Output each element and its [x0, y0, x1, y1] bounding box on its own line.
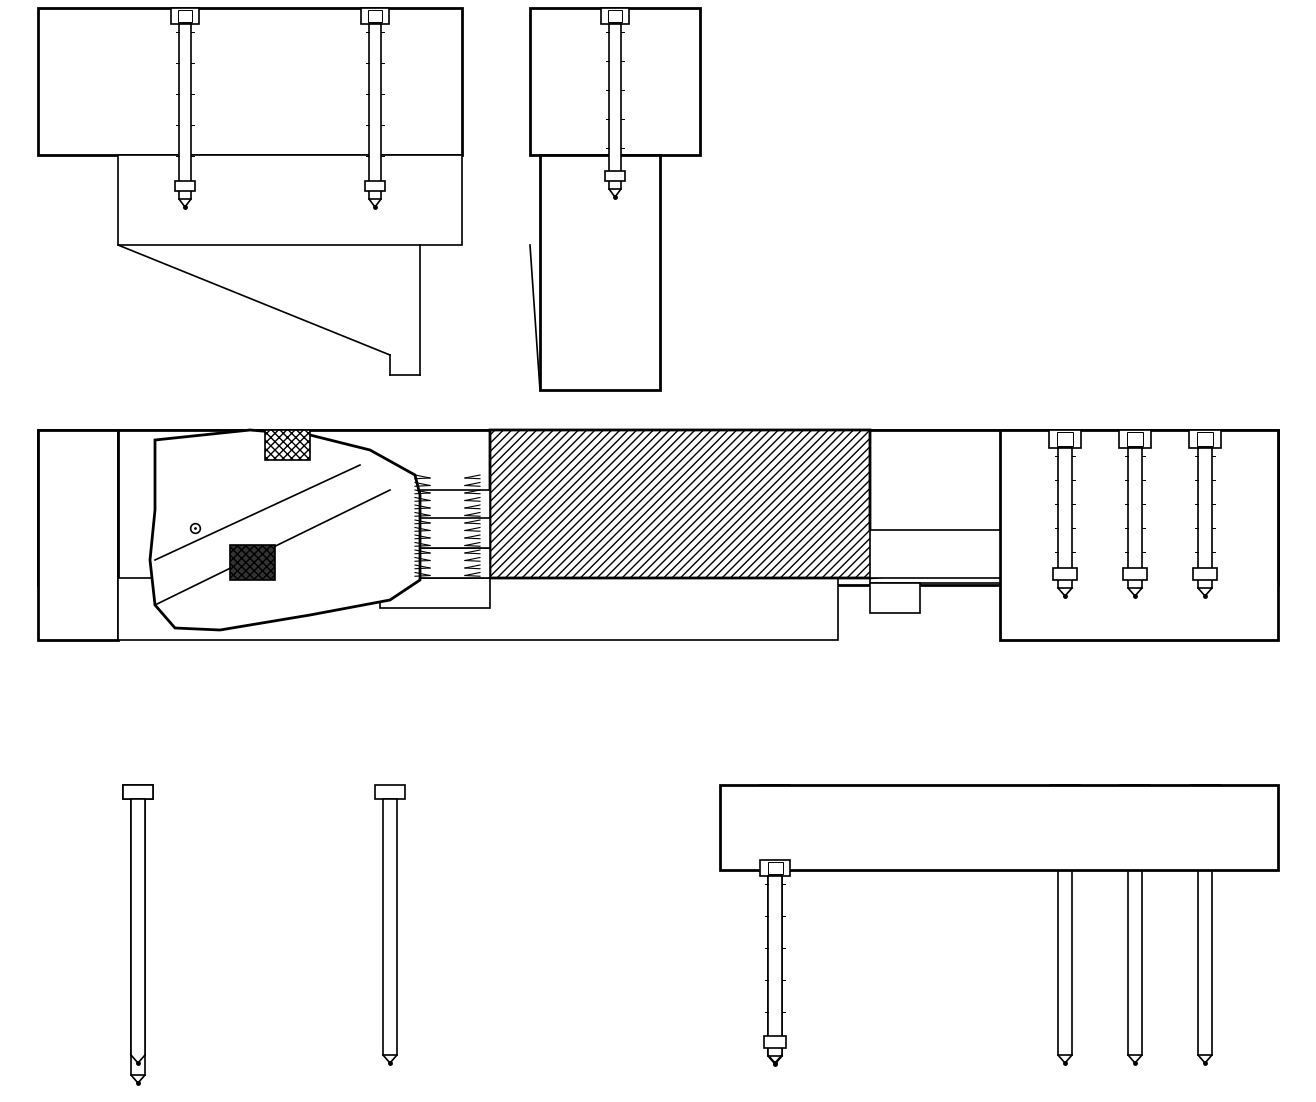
Bar: [1058, 799, 1073, 1055]
Bar: [1000, 430, 1278, 640]
Bar: [118, 579, 838, 640]
Bar: [171, 8, 199, 24]
Bar: [1049, 430, 1080, 449]
Bar: [1198, 449, 1212, 588]
Bar: [769, 876, 782, 1056]
Polygon shape: [265, 430, 311, 460]
Bar: [1053, 568, 1076, 580]
Bar: [769, 799, 782, 1055]
Bar: [1050, 785, 1080, 799]
Bar: [608, 10, 622, 22]
Bar: [383, 799, 397, 1055]
Bar: [38, 430, 1278, 585]
Polygon shape: [230, 545, 275, 580]
Bar: [361, 8, 390, 24]
Bar: [530, 8, 700, 155]
Bar: [1188, 430, 1221, 449]
Bar: [38, 8, 462, 155]
Bar: [1119, 430, 1152, 449]
Bar: [540, 155, 661, 390]
Bar: [122, 785, 153, 799]
Bar: [368, 24, 382, 199]
Bar: [1120, 785, 1150, 799]
Bar: [179, 24, 191, 199]
Bar: [375, 785, 405, 799]
Bar: [380, 548, 490, 579]
Bar: [175, 181, 195, 191]
Bar: [1123, 568, 1148, 580]
Bar: [1126, 432, 1144, 446]
Bar: [38, 430, 118, 640]
Bar: [761, 785, 790, 799]
Bar: [1057, 432, 1073, 446]
Bar: [601, 8, 629, 24]
Bar: [1198, 799, 1212, 1055]
Bar: [609, 24, 621, 190]
Bar: [720, 785, 1278, 869]
Bar: [178, 10, 192, 22]
Bar: [420, 490, 490, 579]
Bar: [761, 860, 790, 876]
Bar: [132, 799, 145, 1055]
Bar: [1190, 785, 1220, 799]
Bar: [765, 1036, 786, 1048]
Bar: [870, 575, 1000, 583]
Bar: [380, 518, 490, 548]
Bar: [1194, 568, 1217, 580]
Bar: [1198, 432, 1213, 446]
Bar: [132, 799, 145, 1074]
Bar: [870, 583, 920, 613]
Polygon shape: [150, 430, 420, 630]
Bar: [769, 862, 783, 874]
Bar: [1058, 449, 1073, 588]
Bar: [118, 155, 462, 245]
Polygon shape: [490, 430, 900, 579]
Bar: [605, 171, 625, 181]
Bar: [1128, 799, 1142, 1055]
Bar: [870, 530, 1000, 579]
Bar: [368, 10, 382, 22]
Bar: [122, 785, 153, 799]
Bar: [365, 181, 386, 191]
Bar: [1128, 449, 1142, 588]
Bar: [380, 579, 490, 608]
